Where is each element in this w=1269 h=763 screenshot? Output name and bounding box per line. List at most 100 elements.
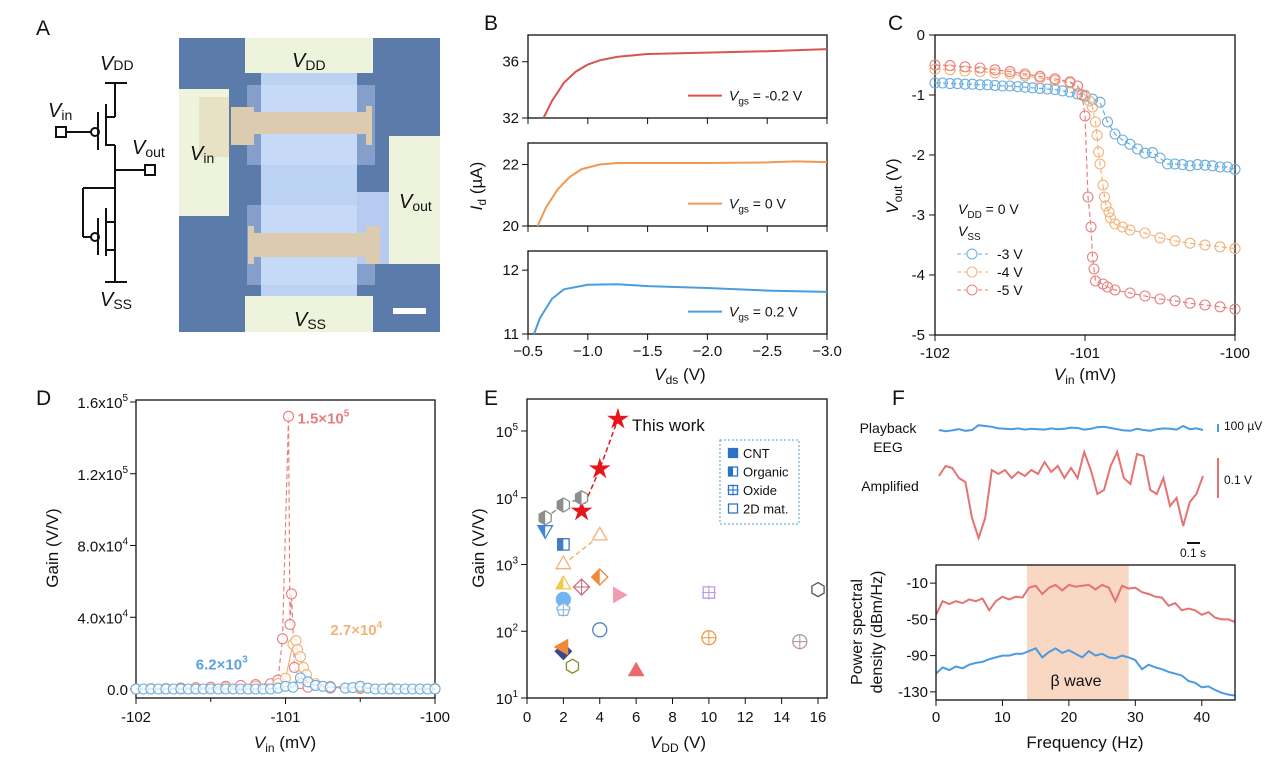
data-point xyxy=(929,59,941,71)
x-tick-label: 4 xyxy=(596,709,604,726)
data-point xyxy=(1124,287,1136,299)
label-subscript: SS xyxy=(967,232,981,243)
subplot-frame xyxy=(527,34,828,119)
y-tick-label: -1 xyxy=(912,87,925,104)
x-tick-label: 2 xyxy=(559,709,567,726)
marker-diamond-crossed xyxy=(572,578,591,597)
y-tick-label: 4.0x104 xyxy=(77,608,128,627)
data-point xyxy=(1214,301,1226,313)
y-tick-label: 22 xyxy=(502,157,519,174)
data-point xyxy=(944,78,956,90)
series-line xyxy=(536,160,828,227)
label-tail: (mV) xyxy=(275,733,317,752)
label-subscript: gs xyxy=(738,205,749,216)
label-main: V xyxy=(650,733,663,752)
y-tick-label: 12 xyxy=(502,262,519,279)
data-point xyxy=(1131,143,1144,155)
label-subscript: in xyxy=(265,741,274,755)
label-tail: = -0.2 V xyxy=(749,88,803,104)
marker-shape xyxy=(811,581,825,598)
x-tick-label: 10 xyxy=(701,709,718,726)
data-point xyxy=(989,64,1001,76)
x-tick-label: 40 xyxy=(1193,709,1210,726)
x-axis-label: Vds (V) xyxy=(654,365,705,387)
marker-shape xyxy=(627,661,645,677)
label-exponent: 4 xyxy=(122,537,128,548)
data-point xyxy=(1004,80,1016,92)
x-tick-label: -101 xyxy=(1070,345,1100,362)
y-tick-label: 36 xyxy=(502,54,519,71)
y-tick-label: -10 xyxy=(906,575,928,592)
data-point xyxy=(1206,160,1219,172)
marker-shape xyxy=(554,554,572,570)
legend-label: Organic xyxy=(743,465,789,480)
data-point xyxy=(1089,275,1102,287)
panel-letter-c: C xyxy=(888,12,903,35)
label-main: V xyxy=(729,304,740,320)
marker-square-filled xyxy=(727,447,739,459)
series-line xyxy=(135,416,436,690)
series-line xyxy=(580,418,619,512)
marker-circle-open xyxy=(592,622,608,638)
label-tail: (V) xyxy=(883,158,902,185)
y-tick-label: 105 xyxy=(496,422,519,441)
data-point xyxy=(1034,70,1046,82)
data-point xyxy=(1071,80,1084,92)
data-point xyxy=(1085,221,1097,233)
data-point xyxy=(1199,239,1211,251)
x-tick-label: 30 xyxy=(1127,709,1144,726)
label-subscript: DD xyxy=(967,210,981,221)
micrograph-vout-label: Vout xyxy=(399,191,432,214)
legend-title: VDD = 0 V xyxy=(958,201,1019,221)
marker-pentagon-crossed xyxy=(555,601,571,617)
panel-letter-f: F xyxy=(892,387,905,410)
data-point xyxy=(1086,101,1099,113)
series-line xyxy=(542,48,828,119)
marker-shape xyxy=(538,510,546,526)
x-tick-label: −2.0 xyxy=(693,343,723,360)
beta-band xyxy=(1027,565,1129,700)
plot-frame xyxy=(526,398,828,699)
data-point xyxy=(1184,160,1196,172)
data-point xyxy=(1161,158,1174,170)
marker-star-filled xyxy=(570,499,593,521)
psd-line xyxy=(935,583,1236,624)
label-mantissa: 10 xyxy=(496,691,513,708)
schematic-vss-label: VSS xyxy=(100,289,132,312)
label-mantissa: 10 xyxy=(496,624,513,641)
data-point xyxy=(974,79,986,91)
label-main: V xyxy=(654,365,667,384)
vout-terminal xyxy=(144,164,156,176)
data-point xyxy=(1109,284,1121,296)
v-scale-label: 0.1 V xyxy=(1224,473,1252,487)
data-point xyxy=(1100,200,1112,212)
data-point xyxy=(1083,95,1096,107)
label-main: V xyxy=(958,201,969,217)
marker-shape xyxy=(553,638,569,656)
inverter-schematic xyxy=(55,82,156,283)
label-exponent: 2 xyxy=(512,622,518,633)
data-point xyxy=(1019,81,1031,93)
label-exponent: 5 xyxy=(512,422,518,433)
marker-star-filled xyxy=(588,457,611,479)
marker-circle-crossed xyxy=(701,630,717,646)
x-tick-label: -100 xyxy=(420,709,450,726)
data-point xyxy=(1229,243,1241,255)
y-tick-label: -130 xyxy=(898,684,928,701)
x-axis-label: Vin (mV) xyxy=(254,733,316,755)
data-point xyxy=(1139,227,1151,239)
marker-shape xyxy=(592,622,608,638)
label-exponent: 3 xyxy=(242,654,248,665)
data-point xyxy=(1109,218,1121,230)
legend-label: Vgs = 0 V xyxy=(729,196,787,216)
data-point xyxy=(974,66,986,78)
data-point xyxy=(1097,179,1109,191)
x-tick-label: −0.5 xyxy=(513,343,543,360)
plot-frame xyxy=(935,564,1236,701)
micrograph-vin-label: Vin xyxy=(190,143,214,166)
marker-square-half xyxy=(727,466,739,477)
data-point xyxy=(1049,73,1061,85)
x-axis-label: Vin (mV) xyxy=(1054,365,1116,387)
x-tick-label: −1.5 xyxy=(633,343,663,360)
label-exponent: 5 xyxy=(122,393,128,404)
